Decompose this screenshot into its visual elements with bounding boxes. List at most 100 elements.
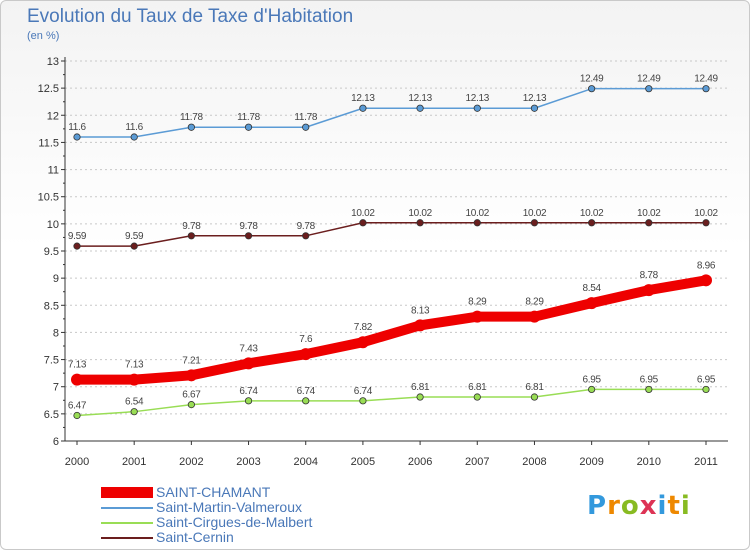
grid-lines xyxy=(65,60,728,442)
data-point xyxy=(130,133,138,141)
logo-letter: o xyxy=(620,491,640,521)
data-point xyxy=(645,219,653,227)
data-label: 11.78 xyxy=(180,112,204,123)
data-point xyxy=(302,397,310,405)
data-label: 6.95 xyxy=(583,374,602,385)
data-point xyxy=(473,219,481,227)
data-point xyxy=(73,242,81,250)
data-label: 10.02 xyxy=(408,208,432,219)
y-tick-label: 10.5 xyxy=(38,192,59,204)
legend-swatch xyxy=(101,487,153,498)
data-label: 10.02 xyxy=(466,208,490,219)
data-label: 6.81 xyxy=(411,382,430,393)
data-point xyxy=(299,348,312,361)
data-point xyxy=(588,219,596,227)
data-label: 12.13 xyxy=(523,93,547,104)
y-tick-label: 12 xyxy=(47,110,59,122)
data-point xyxy=(130,408,138,416)
x-tick-label: 2005 xyxy=(351,456,375,468)
data-label: 10.02 xyxy=(637,208,661,219)
data-point xyxy=(530,104,539,112)
data-label: 9.59 xyxy=(68,231,87,242)
legend-item: Saint-Cirgues-de-Malbert xyxy=(101,515,312,530)
data-point xyxy=(471,310,484,323)
data-point xyxy=(73,133,81,141)
data-label: 9.78 xyxy=(297,221,316,232)
x-tick-label: 2009 xyxy=(579,456,603,468)
x-tick-label: 2002 xyxy=(179,456,203,468)
x-tick-label: 2000 xyxy=(65,456,89,468)
proxiti-logo: Proxiti xyxy=(587,491,691,521)
logo-letter: x xyxy=(639,491,658,521)
data-point xyxy=(528,310,541,323)
data-label: 11.78 xyxy=(237,112,261,123)
legend-swatch xyxy=(101,536,153,539)
y-tick-label: 9.5 xyxy=(44,246,59,258)
legend-item: Saint-Martin-Valmeroux xyxy=(101,500,312,515)
legend-label: Saint-Cirgues-de-Malbert xyxy=(156,514,313,530)
series-line-0 xyxy=(72,275,711,385)
series-line-2 xyxy=(76,388,707,417)
data-label: 10.02 xyxy=(523,208,547,219)
data-label: 7.6 xyxy=(299,334,313,345)
y-tick-label: 6.5 xyxy=(44,409,59,421)
data-point xyxy=(244,123,253,131)
y-tick-label: 10 xyxy=(47,219,59,231)
data-point xyxy=(702,219,710,227)
y-tick-label: 11.5 xyxy=(38,137,59,149)
data-label: 12.13 xyxy=(408,93,432,104)
data-label: 12.13 xyxy=(351,93,375,104)
data-label: 8.29 xyxy=(525,297,544,308)
legend-label: Saint-Martin-Valmeroux xyxy=(156,499,303,515)
chart-legend: SAINT-CHAMANT Saint-Martin-Valmeroux Saint… xyxy=(101,485,312,545)
data-label: 7.13 xyxy=(68,360,87,371)
data-label: 6.54 xyxy=(125,397,144,408)
data-label: 7.13 xyxy=(125,360,144,371)
data-point xyxy=(473,104,481,112)
logo-letter: i xyxy=(680,491,691,521)
logo-letter: P xyxy=(587,491,608,521)
data-label: 7.21 xyxy=(182,355,201,366)
data-point xyxy=(588,385,596,394)
data-label: 6.81 xyxy=(525,382,544,393)
series-line-1 xyxy=(76,87,707,138)
data-point xyxy=(702,85,710,93)
x-tick-label: 2011 xyxy=(694,456,718,468)
y-tick-label: 7 xyxy=(53,382,59,394)
series-group xyxy=(71,85,712,420)
logo-letter: t xyxy=(667,491,681,521)
data-point xyxy=(585,297,598,310)
data-label: 8.29 xyxy=(468,297,487,308)
data-label: 6.74 xyxy=(297,386,316,397)
legend-label: Saint-Cernin xyxy=(156,529,234,545)
data-label: 7.43 xyxy=(239,343,258,354)
data-point xyxy=(359,397,367,405)
chart-title: Evolution du Taux de Taxe d'Habitation xyxy=(27,6,354,27)
x-tick-label: 2004 xyxy=(293,456,317,468)
data-label: 8.54 xyxy=(583,283,602,294)
legend-swatch xyxy=(101,506,153,509)
data-label: 6.47 xyxy=(68,400,87,411)
data-point xyxy=(416,393,424,401)
data-label: 6.67 xyxy=(182,390,201,401)
x-tick-label: 2006 xyxy=(408,456,432,468)
legend-label: SAINT-CHAMANT xyxy=(156,484,271,500)
logo-letter: i xyxy=(657,491,668,521)
data-point xyxy=(359,219,367,227)
data-label: 8.13 xyxy=(411,305,430,316)
data-label: 6.74 xyxy=(239,386,258,397)
data-label: 6.95 xyxy=(640,374,659,385)
x-tick-label: 2007 xyxy=(465,456,489,468)
data-point xyxy=(187,401,195,409)
y-tick-label: 8 xyxy=(53,327,59,339)
y-tick-label: 7.5 xyxy=(44,355,59,367)
data-label: 8.78 xyxy=(640,270,659,281)
data-label: 6.74 xyxy=(354,386,373,397)
x-tick-label: 2003 xyxy=(236,456,260,468)
data-point xyxy=(702,385,710,394)
data-point xyxy=(356,336,369,349)
data-label: 10.02 xyxy=(694,208,718,219)
data-label: 6.95 xyxy=(697,374,716,385)
series-line-3 xyxy=(76,222,707,247)
